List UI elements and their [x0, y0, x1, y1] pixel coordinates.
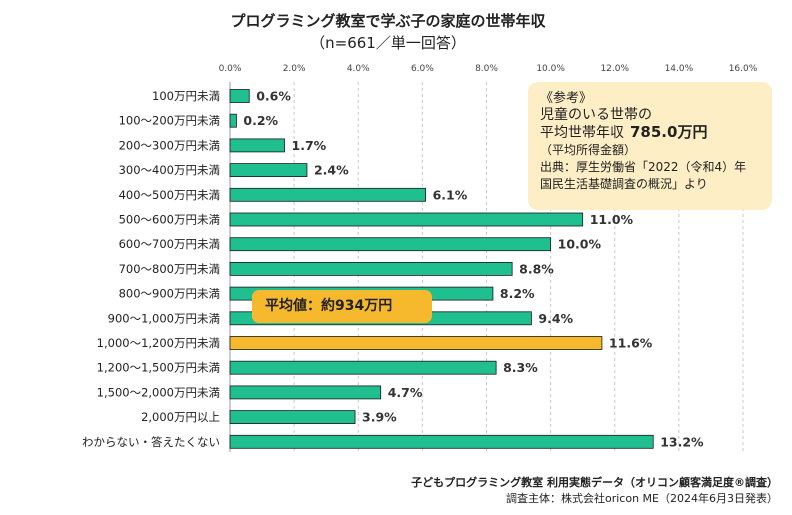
x-tick-label: 12.0%: [600, 64, 629, 74]
category-label: わからない・答えたくない: [82, 435, 220, 449]
chart-subtitle: （n=661／単一回答）: [310, 34, 466, 52]
x-tick-label: 10.0%: [536, 64, 565, 74]
category-label: 100～200万円未満: [119, 114, 220, 128]
reference-value: 785.0万円: [630, 123, 708, 141]
reference-source1: 出典：厚生労働省「2022（令和4）年: [540, 160, 747, 174]
reference-heading: 《参考》: [540, 91, 593, 106]
bar: [229, 385, 382, 400]
value-label: 13.2%: [660, 434, 704, 449]
bar: [229, 187, 426, 202]
category-label: 300～400万円未満: [119, 163, 220, 177]
category-label: 200～300万円未満: [119, 138, 220, 152]
bar: [229, 360, 497, 375]
chart-title: プログラミング教室で学ぶ子の家庭の世帯年収: [230, 12, 546, 30]
reference-box: 《参考》 児童のいる世帯の 平均世帯年収 785.0万円 （平均所得金額） 出典：…: [528, 82, 772, 210]
bar: [229, 212, 584, 227]
x-tick-label: 14.0%: [665, 64, 694, 74]
category-label: 2,000万円以上: [141, 410, 220, 424]
value-label: 8.8%: [519, 261, 554, 276]
bar: [229, 336, 603, 350]
value-label: 0.2%: [243, 113, 278, 128]
bar: [229, 261, 513, 276]
category-label: 500～600万円未満: [119, 213, 220, 227]
category-label: 1,000～1,200万円未満: [97, 336, 220, 350]
value-label: 4.7%: [388, 385, 423, 400]
x-tick-label: 0.0%: [219, 64, 242, 74]
reference-line3: （平均所得金額）: [540, 143, 637, 157]
reference-source2: 国民生活基礎調査の概況」より: [540, 177, 708, 191]
value-label: 1.7%: [292, 138, 327, 153]
value-label: 8.3%: [503, 360, 538, 375]
bar: [229, 89, 250, 103]
average-callout: 平均値：約934万円: [252, 290, 432, 323]
x-tick-label: 8.0%: [475, 64, 498, 74]
x-tick-label: 6.0%: [411, 64, 434, 74]
category-label: 1,200～1,500万円未満: [97, 361, 220, 375]
value-label: 8.2%: [500, 286, 535, 301]
value-label: 11.6%: [609, 336, 653, 351]
bar: [229, 113, 237, 128]
footer-line1: 子どもプログラミング教室 利用実態データ（オリコン顧客満足度®調査）: [411, 476, 778, 489]
x-tick-label: 2.0%: [283, 64, 306, 74]
x-tick-label: 4.0%: [347, 64, 370, 74]
category-label: 400～500万円未満: [119, 188, 220, 202]
category-label: 800～900万円未満: [119, 287, 220, 301]
bar: [229, 410, 356, 425]
value-label: 6.1%: [433, 187, 468, 202]
category-label: 100万円未満: [152, 89, 220, 103]
bar: [229, 434, 654, 449]
value-label: 10.0%: [558, 237, 602, 252]
footer-line2: 調査主体：株式会社oricon ME（2024年6月3日発表）: [506, 492, 778, 505]
category-label: 1,500～2,000万円未満: [97, 385, 220, 399]
bar: [229, 138, 285, 153]
value-label: 11.0%: [590, 212, 634, 227]
category-label: 900～1,000万円未満: [108, 311, 220, 325]
value-label: 3.9%: [362, 410, 397, 425]
value-label: 0.6%: [256, 89, 291, 104]
x-tick-label: 16.0%: [729, 64, 758, 74]
reference-label: 平均世帯年収: [540, 125, 624, 141]
category-label: 600～700万円未満: [119, 237, 220, 251]
bar: [229, 163, 308, 178]
bar: [229, 237, 552, 252]
value-label: 9.4%: [538, 311, 573, 326]
value-label: 2.4%: [314, 163, 349, 178]
reference-line1: 児童のいる世帯の: [540, 107, 652, 123]
category-label: 700～800万円未満: [119, 262, 220, 276]
